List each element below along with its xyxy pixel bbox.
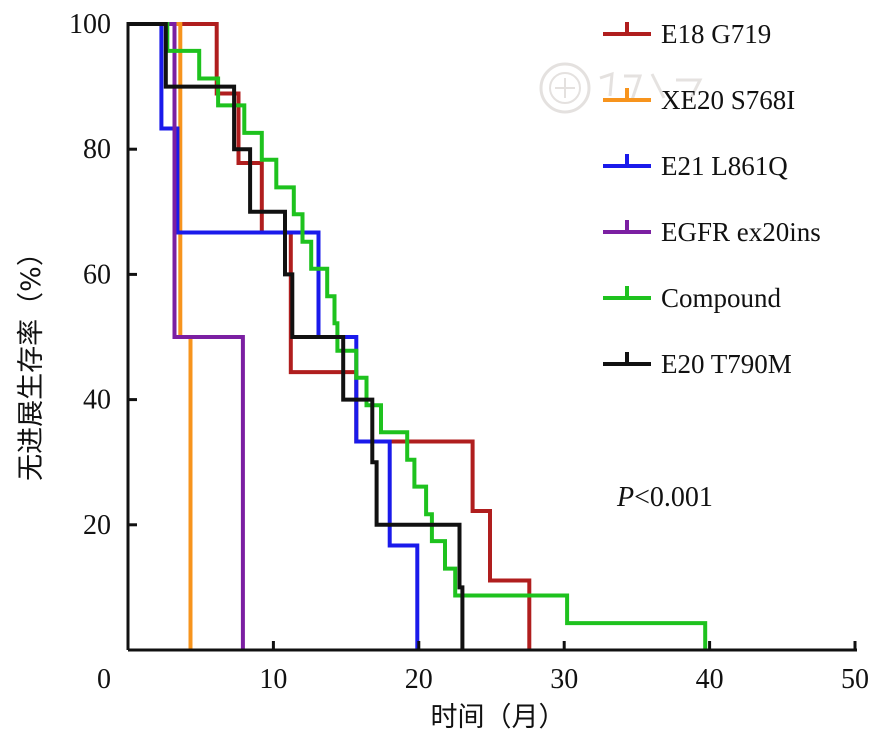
series-line-5 <box>128 22 465 650</box>
y-tick-label-4: 100 <box>69 9 111 40</box>
series-line-2 <box>128 22 420 650</box>
legend-label-1: XE20 S768I <box>661 85 795 115</box>
axes <box>126 22 857 652</box>
legend-item-1: XE20 S768I <box>603 85 795 115</box>
journal-watermark-seal <box>539 62 703 114</box>
p-value-text: <0.001 <box>634 482 713 513</box>
y-tick-label-2: 60 <box>83 259 111 290</box>
x-tick-label-1: 10 <box>259 664 287 695</box>
y-tick-label-3: 80 <box>83 134 111 165</box>
x-tick-label-0: 0 <box>97 664 111 695</box>
survival-curves <box>128 22 708 650</box>
legend-item-3: EGFR ex20ins <box>603 217 821 247</box>
legend-item-0: E18 G719 <box>603 19 771 49</box>
legend-label-2: E21 L861Q <box>661 151 788 181</box>
legend-item-4: Compound <box>603 283 782 313</box>
x-tick-label-5: 50 <box>841 664 869 695</box>
legend-label-4: Compound <box>661 283 782 313</box>
tick-labels: 0 10 20 30 40 50 20 40 60 80 100 <box>69 9 869 695</box>
series-line-3 <box>128 22 245 650</box>
x-tick-label-3: 30 <box>550 664 578 695</box>
p-value-annotation: P<0.001 <box>616 482 713 513</box>
y-axis-title: 无进展生存率（%） <box>16 239 47 481</box>
x-axis-title: 时间（月） <box>431 702 566 733</box>
series-line-4 <box>128 22 708 650</box>
legend-item-5: E20 T790M <box>603 349 792 379</box>
y-tick-label-0: 20 <box>83 510 111 541</box>
x-tick-label-2: 20 <box>405 664 433 695</box>
series-line-0 <box>128 22 532 650</box>
legend: E18 G719 XE20 S768I E21 L861Q EGFR ex20ins C… <box>603 19 821 379</box>
legend-item-2: E21 L861Q <box>603 151 788 181</box>
x-tick-label-4: 40 <box>696 664 724 695</box>
legend-label-5: E20 T790M <box>661 349 792 379</box>
legend-label-3: EGFR ex20ins <box>661 217 821 247</box>
p-value-prefix: P <box>616 482 634 513</box>
y-tick-label-1: 40 <box>83 385 111 416</box>
legend-label-0: E18 G719 <box>661 19 771 49</box>
